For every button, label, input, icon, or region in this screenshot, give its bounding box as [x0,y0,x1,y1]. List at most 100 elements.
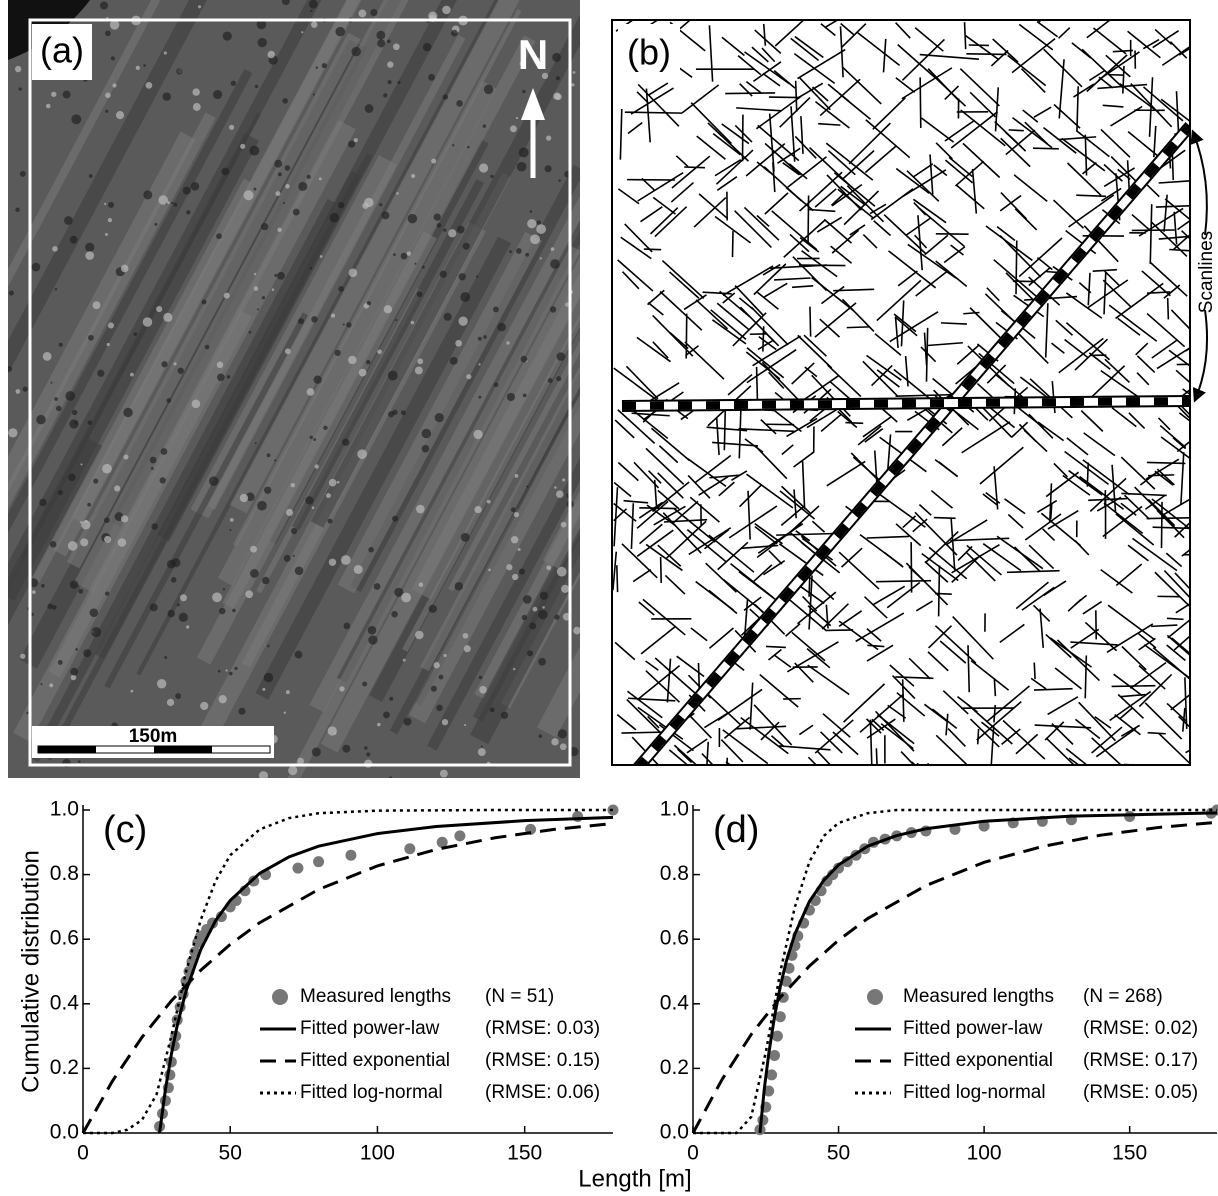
texture-spot [513,668,515,670]
texture-spot [85,251,94,260]
texture-spot [116,111,124,119]
texture-spot [553,92,560,99]
texture-spot [311,316,318,323]
texture-spot [286,690,290,694]
texture-spot [80,521,82,523]
y-axis-label: Cumulative distribution [17,850,44,1093]
texture-spot [330,213,340,223]
texture-spot [58,490,63,495]
texture-spot [551,738,558,745]
texture-spot [431,686,437,692]
texture-spot [527,219,536,228]
texture-spot [70,236,78,244]
fracture [1009,130,1024,131]
texture-spot [157,679,166,688]
texture-spot [41,584,45,588]
fracture [796,81,797,112]
texture-spot [428,74,435,81]
texture-spot [39,499,46,506]
texture-spot [277,272,285,280]
scanlines-label: Scanlines [1196,231,1217,313]
fracture [847,327,870,328]
texture-spot [554,614,559,619]
texture-spot [573,627,581,635]
texture-spot [337,481,340,484]
texture-spot [388,371,398,381]
legend-note: (N = 51) [485,986,554,1007]
legend-note: (RMSE: 0.06) [485,1082,600,1103]
texture-spot [331,314,335,318]
x-tick-label: 0 [687,1142,699,1165]
fracture [1148,475,1174,476]
texture-spot [105,110,108,113]
texture-spot [217,361,224,368]
texture-spot [244,190,254,200]
texture-spot [551,247,555,251]
texture-spot [463,633,469,639]
texture-spot [151,523,157,529]
texture-spot [442,6,451,15]
texture-spot [221,168,229,176]
texture-spot [143,64,146,67]
texture-spot [479,686,487,694]
texture-spot [284,712,286,714]
x-tick-label: 150 [1112,1142,1147,1165]
panel-label: (a) [40,30,84,71]
texture-spot [89,174,93,178]
legend-label: Measured lengths [903,986,1054,1007]
texture-spot [433,662,439,668]
texture-spot [397,81,400,84]
texture-spot [479,163,488,172]
texture-spot [9,291,14,296]
texture-spot [365,104,374,113]
texture-spot [20,654,25,659]
texture-spot [389,697,393,701]
texture-spot [396,192,399,195]
texture-spot [108,202,114,208]
texture-spot [335,27,345,37]
texture-spot [349,269,358,278]
texture-spot [351,47,360,56]
texture-spot [484,85,493,94]
texture-spot [71,114,81,124]
texture-spot [382,211,390,219]
texture-spot [282,98,288,104]
data-point [1124,811,1135,822]
texture-spot [401,253,408,260]
texture-spot [327,519,332,524]
legend-note: (N = 268) [1083,986,1163,1007]
texture-spot [100,1,108,9]
texture-spot [104,203,106,205]
texture-spot [366,752,370,756]
texture-spot [334,732,336,734]
fracture [920,77,921,128]
texture-spot [150,457,157,464]
texture-spot [105,233,108,236]
texture-spot [315,464,319,468]
texture-spot [298,182,307,191]
texture-spot [145,82,152,89]
legend-note: (RMSE: 0.02) [1083,1018,1198,1039]
texture-spot [431,159,436,164]
texture-spot [202,300,207,305]
texture-spot [198,5,201,8]
texture-spot [533,607,538,612]
fracture [1076,195,1106,196]
texture-spot [186,210,190,214]
fracture [757,367,758,402]
legend-label: Measured lengths [300,986,451,1007]
texture-spot [521,356,528,363]
texture-spot [525,253,529,257]
y-tick-label: 1.0 [50,798,79,821]
texture-spot [285,184,290,189]
texture-spot [393,43,400,50]
texture-spot [395,319,397,321]
texture-spot [283,202,285,204]
texture-spot [64,216,73,225]
x-tick-label: 100 [967,1142,1002,1165]
legend-note: (RMSE: 0.05) [1083,1082,1198,1103]
texture-spot [511,507,516,512]
texture-spot [261,223,268,230]
texture-spot [478,337,482,341]
y-tick-label: 0.4 [50,991,80,1014]
